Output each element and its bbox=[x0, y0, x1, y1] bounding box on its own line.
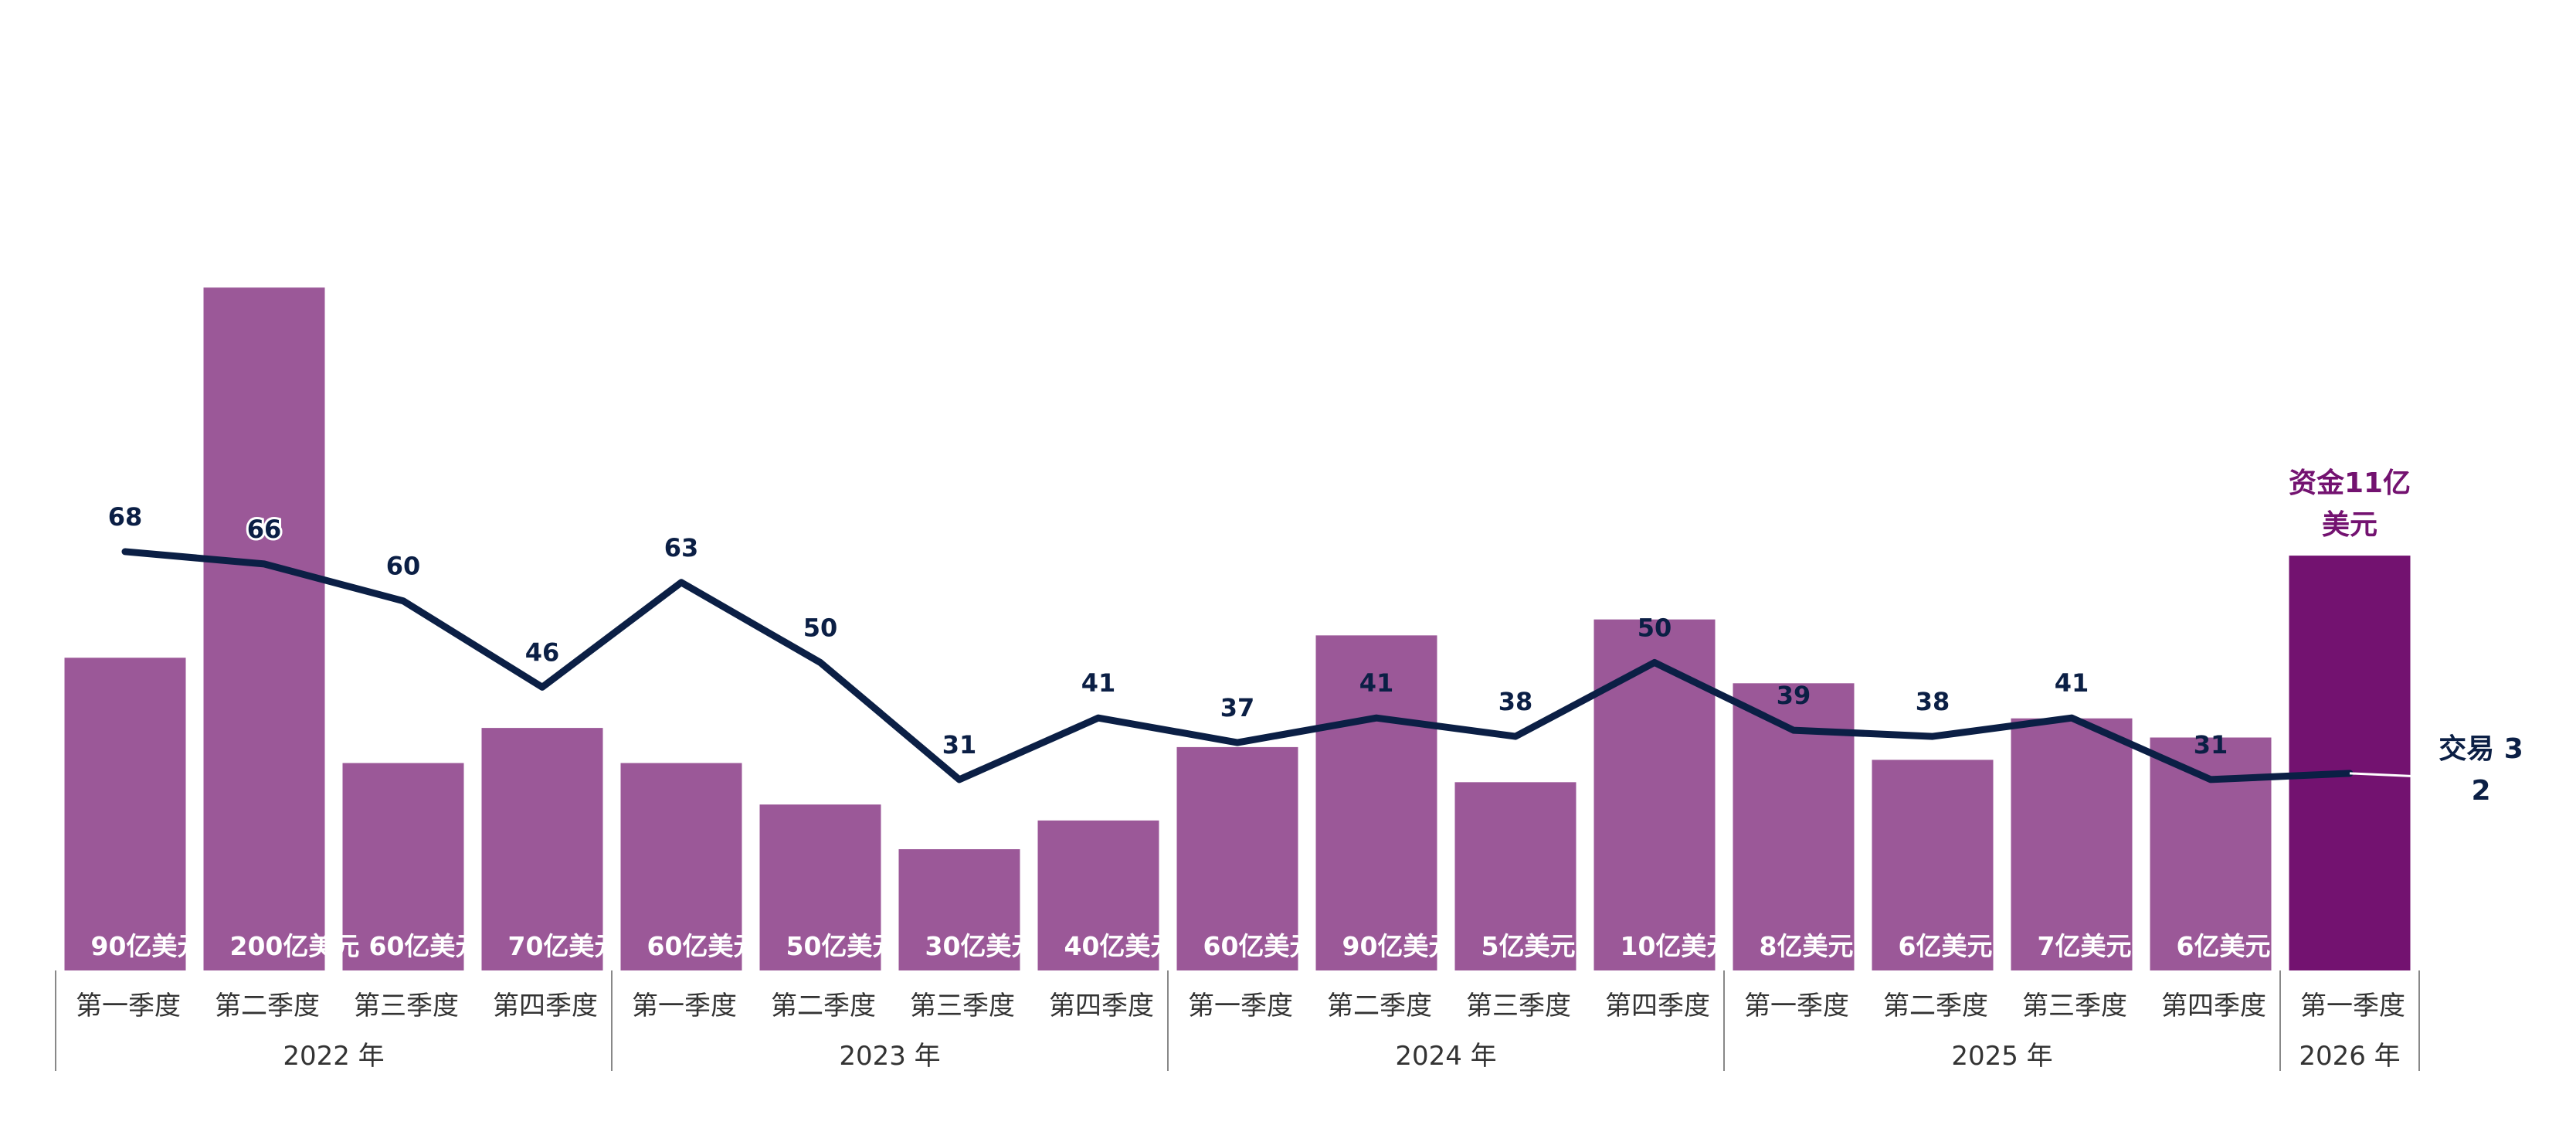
point-label-2: 60 bbox=[386, 552, 421, 581]
line-tail bbox=[2349, 772, 2420, 778]
category-tick-label-5: 第二季度 bbox=[771, 991, 876, 1021]
point-label-4: 63 bbox=[664, 533, 699, 562]
category-tick-label-11: 第四季度 bbox=[1605, 991, 1710, 1021]
category-tick-label-2: 第三季度 bbox=[354, 991, 459, 1021]
point-label-15: 31 bbox=[2194, 730, 2228, 760]
bar-value-label-8: 60亿美元 bbox=[1203, 931, 1315, 961]
bars-layer bbox=[64, 287, 2411, 970]
bar-value-label-7: 40亿美元 bbox=[1064, 931, 1176, 961]
annotation-0-line-1: 美元 bbox=[2322, 509, 2377, 541]
deal-count-line bbox=[121, 548, 2354, 783]
point-label-9: 41 bbox=[1359, 668, 1394, 698]
bar-4 bbox=[620, 763, 742, 970]
bar-value-label-10: 5亿美元 bbox=[1481, 931, 1576, 961]
bar-value-label-0: 90亿美元 bbox=[91, 931, 203, 961]
annotation-0-line-0: 资金11亿 bbox=[2289, 467, 2411, 499]
bar-value-label-6: 30亿美元 bbox=[925, 931, 1037, 961]
bar-value-label-13: 6亿美元 bbox=[1899, 931, 1993, 961]
annotation-1: 交易 3 2 bbox=[2439, 732, 2523, 807]
bar-9 bbox=[1315, 635, 1437, 970]
category-tick-label-6: 第三季度 bbox=[910, 991, 1015, 1021]
category-tick-label-12: 第一季度 bbox=[1744, 991, 1849, 1021]
group-label-1: 2023 年 bbox=[839, 1041, 940, 1072]
bar-0 bbox=[64, 658, 186, 970]
group-label-3: 2025 年 bbox=[1951, 1041, 2052, 1072]
point-label-10: 38 bbox=[1498, 687, 1533, 716]
group-label-0: 2022 年 bbox=[283, 1041, 384, 1072]
point-label-3: 46 bbox=[525, 637, 560, 667]
category-tick-label-14: 第三季度 bbox=[2022, 991, 2127, 1021]
bar-value-label-5: 50亿美元 bbox=[786, 931, 898, 961]
bar-14 bbox=[2011, 718, 2133, 970]
bar-1 bbox=[203, 287, 325, 970]
category-tick-label-13: 第二季度 bbox=[1883, 991, 1988, 1021]
category-tick-label-8: 第一季度 bbox=[1188, 991, 1293, 1021]
annotation-1-line-1: 2 bbox=[2471, 775, 2490, 807]
point-label-11: 50 bbox=[1638, 613, 1672, 642]
category-tick-label-10: 第三季度 bbox=[1466, 991, 1571, 1021]
bar-value-label-12: 8亿美元 bbox=[1760, 931, 1854, 961]
category-tick-label-3: 第四季度 bbox=[493, 991, 598, 1021]
point-label-0: 68 bbox=[108, 502, 143, 532]
bar-6 bbox=[898, 849, 1020, 970]
point-label-13: 38 bbox=[1916, 687, 1950, 716]
bar-value-label-11: 10亿美元 bbox=[1621, 931, 1733, 961]
line-layer bbox=[121, 548, 2420, 783]
group-label-4: 2026 年 bbox=[2299, 1041, 2400, 1072]
point-label-14: 41 bbox=[2055, 668, 2089, 698]
bar-10 bbox=[1454, 782, 1576, 970]
bar-value-label-4: 60亿美元 bbox=[647, 931, 759, 961]
bar-value-label-2: 60亿美元 bbox=[369, 931, 481, 961]
point-labels-layer: 68 66 60 46 63 50 31 41 37 41 38 50 39 38 41 31 bbox=[108, 502, 2228, 760]
point-label-7: 41 bbox=[1081, 668, 1116, 698]
annotation-0: 资金11亿美元 bbox=[2289, 467, 2411, 541]
bar-11 bbox=[1593, 619, 1716, 970]
bar-labels-layer: 90亿美元 200亿美元 60亿美元 70亿美元 60亿美元 50亿美元 30亿美元 40亿美… bbox=[91, 931, 2271, 961]
point-label-6: 31 bbox=[942, 730, 977, 760]
bar-value-label-9: 90亿美元 bbox=[1342, 931, 1454, 961]
category-tick-label-1: 第二季度 bbox=[215, 991, 320, 1021]
point-label-8: 37 bbox=[1220, 693, 1255, 722]
bar-3 bbox=[481, 728, 603, 970]
point-label-5: 50 bbox=[803, 613, 838, 642]
category-tick-label-7: 第四季度 bbox=[1049, 991, 1154, 1021]
point-label-1: 66 bbox=[247, 515, 282, 544]
group-label-2: 2024 年 bbox=[1395, 1041, 1496, 1072]
x-axis: 第一季度 第二季度 第三季度 第四季度 第一季度 第二季度 第三季度 第四季度 第一季度 第二季度… bbox=[55, 970, 2420, 1072]
category-tick-label-4: 第一季度 bbox=[632, 991, 737, 1021]
annotation-1-line-0: 交易 3 bbox=[2439, 732, 2523, 765]
bar-2 bbox=[342, 763, 464, 970]
bar-13 bbox=[1872, 760, 1994, 970]
category-tick-label-0: 第一季度 bbox=[76, 991, 181, 1021]
point-label-12: 39 bbox=[1777, 681, 1811, 710]
bar-value-label-14: 7亿美元 bbox=[2038, 931, 2132, 961]
bar-value-label-15: 6亿美元 bbox=[2177, 931, 2271, 961]
bar-5 bbox=[759, 804, 881, 970]
bar-value-label-1: 200亿美元 bbox=[230, 931, 360, 961]
bar-16 bbox=[2289, 556, 2411, 970]
bar-value-label-3: 70亿美元 bbox=[508, 931, 620, 961]
category-tick-label-16: 第一季度 bbox=[2300, 991, 2405, 1021]
bar-7 bbox=[1037, 820, 1159, 970]
bar-12 bbox=[1733, 683, 1855, 970]
category-tick-label-15: 第四季度 bbox=[2161, 991, 2266, 1021]
category-tick-label-9: 第二季度 bbox=[1327, 991, 1432, 1021]
bar-8 bbox=[1176, 746, 1298, 970]
